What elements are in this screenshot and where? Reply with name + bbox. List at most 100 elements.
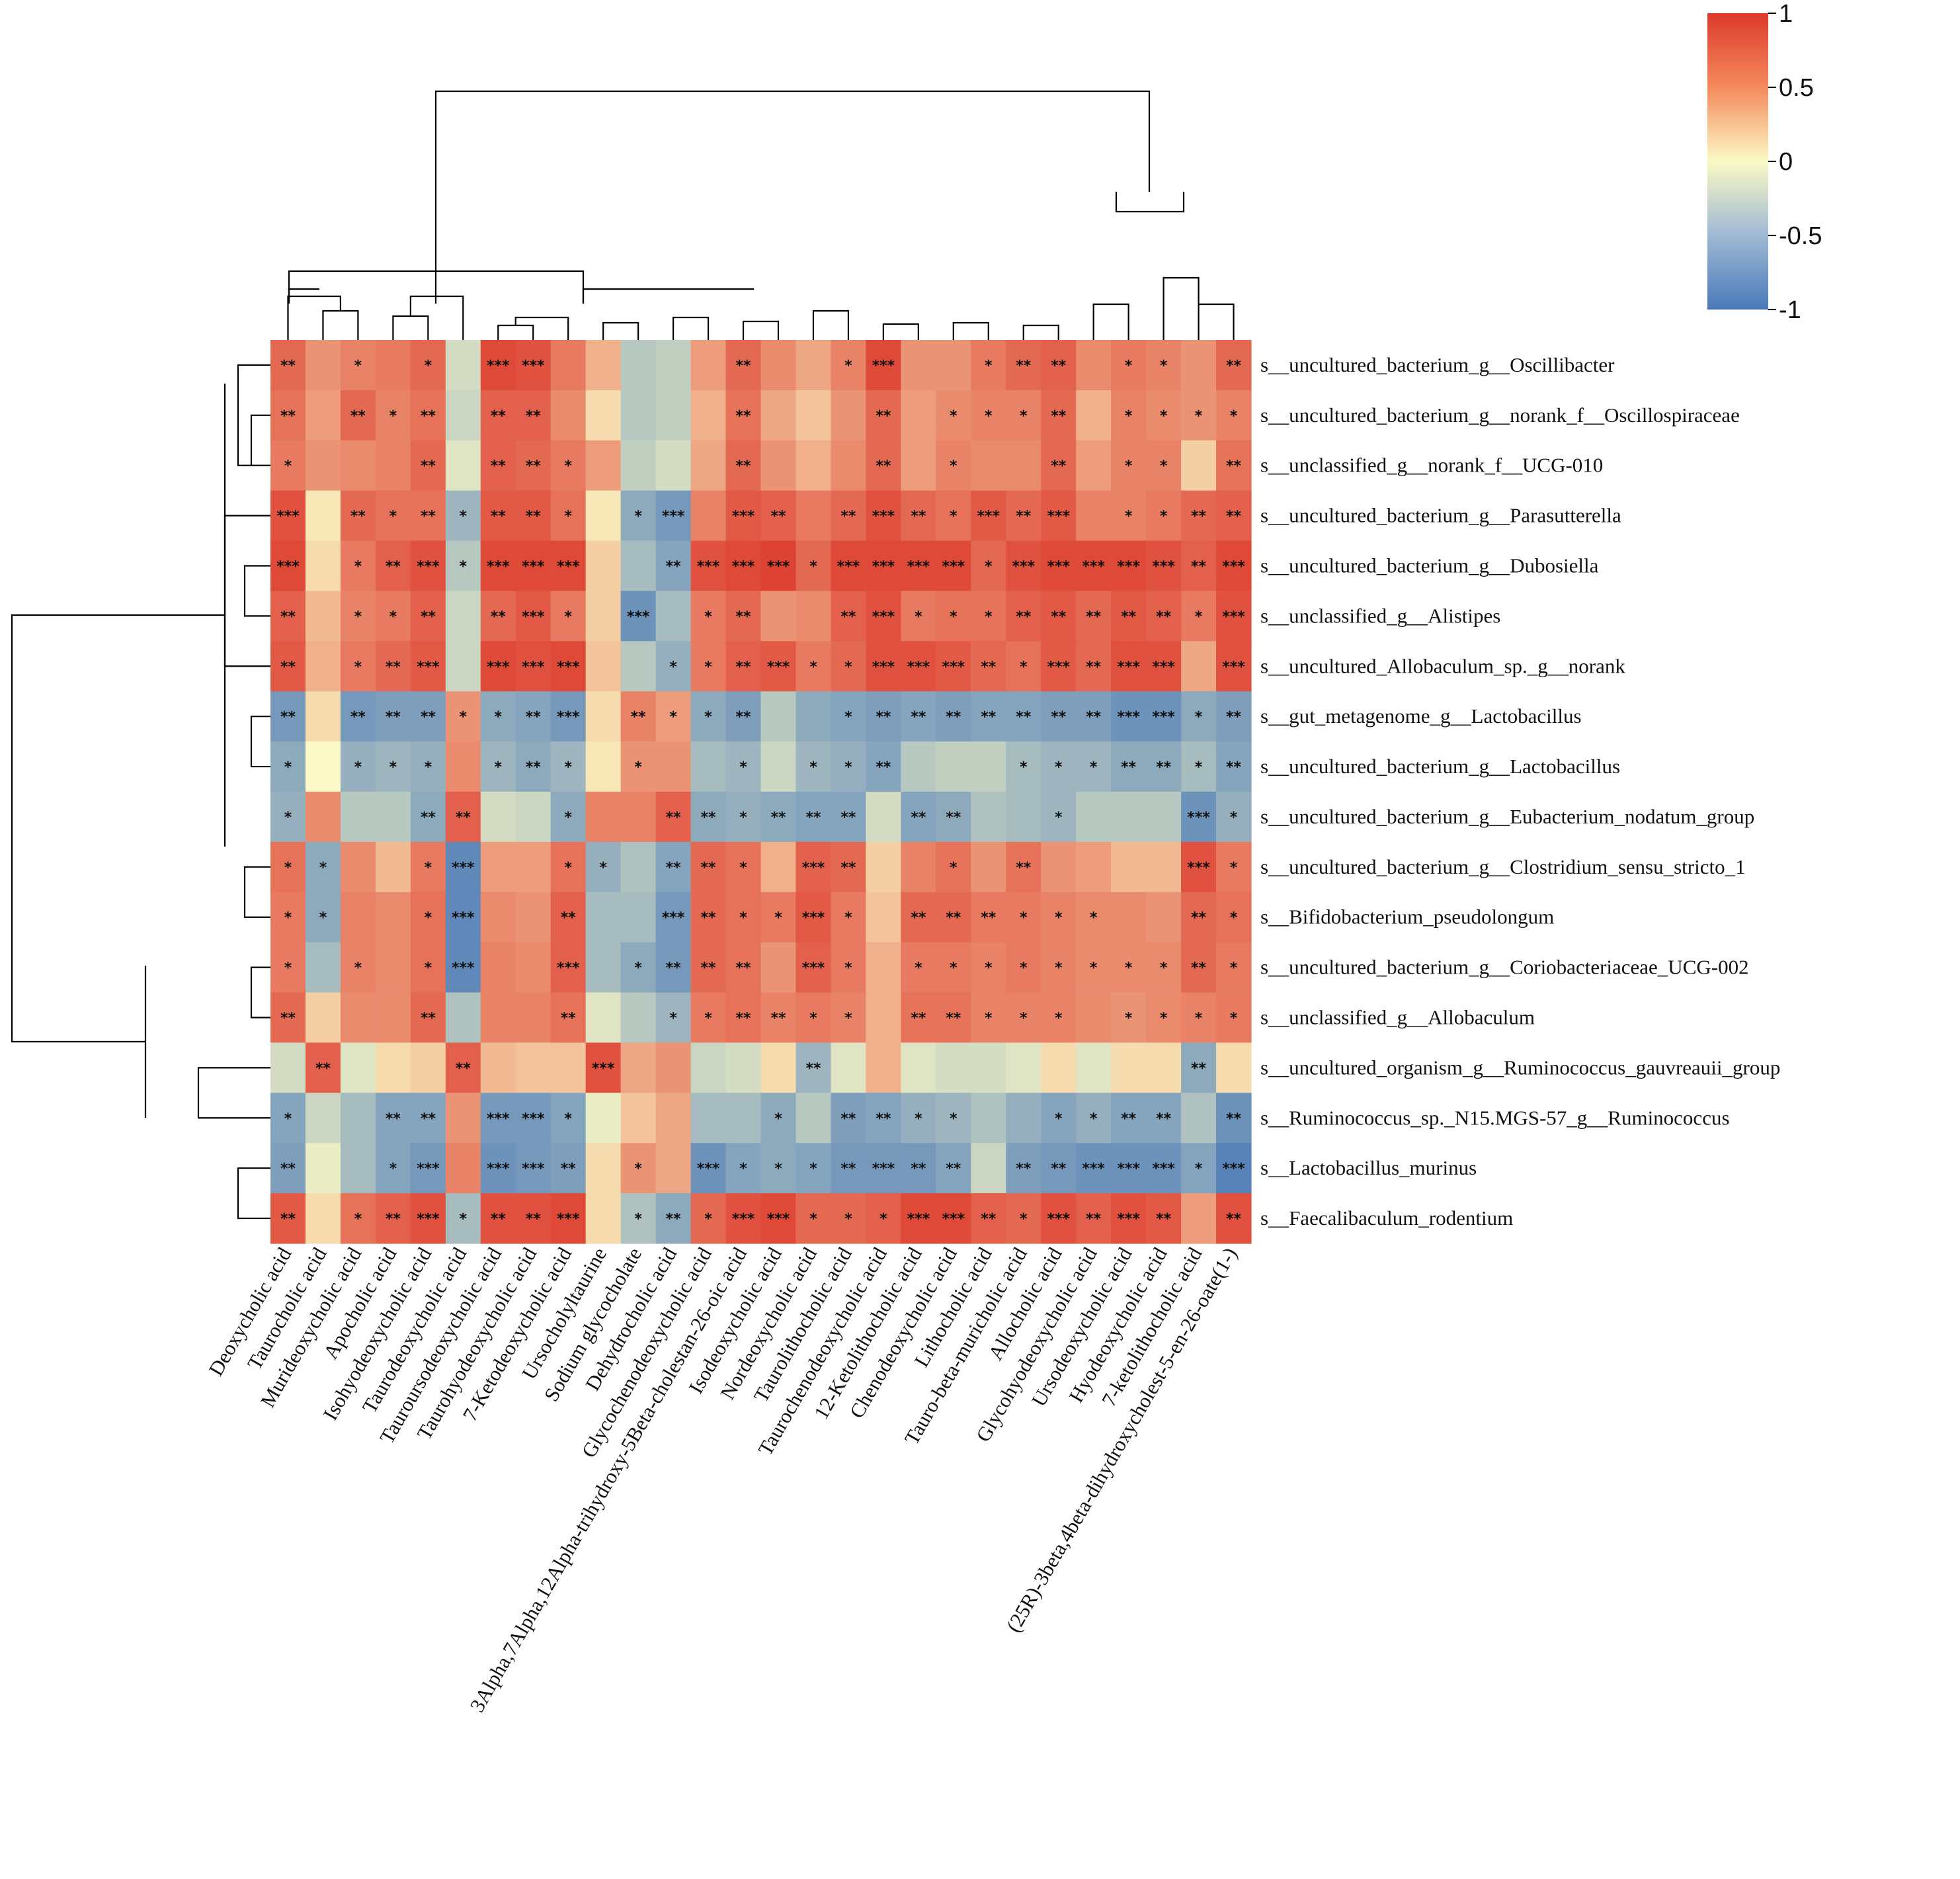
heatmap-cell: [725, 390, 762, 441]
heatmap-cell: [760, 340, 797, 391]
significance-mark: ***: [557, 709, 580, 726]
heatmap-cell: [1146, 841, 1182, 893]
significance-mark: *: [1020, 408, 1028, 425]
significance-mark: ***: [837, 559, 860, 575]
heatmap-cell: [1006, 390, 1041, 441]
significance-mark: *: [389, 608, 397, 625]
significance-mark: ***: [522, 358, 545, 374]
heatmap-cell: [550, 841, 587, 893]
significance-mark: **: [840, 1110, 856, 1127]
heatmap-cell: [1216, 1143, 1252, 1194]
row-dendro-branch: [224, 515, 270, 667]
heatmap-cell: [445, 1042, 481, 1093]
significance-mark: **: [1086, 1211, 1102, 1228]
heatmap-cell: [1146, 641, 1182, 692]
heatmap-cell: [445, 691, 481, 742]
heatmap-cell: [340, 691, 376, 742]
significance-mark: **: [1156, 1211, 1172, 1228]
heatmap-cell: [480, 792, 516, 843]
heatmap-cell: [655, 1143, 692, 1194]
row-dendro-branch: [197, 1067, 270, 1119]
significance-mark: *: [809, 559, 817, 575]
significance-mark: *: [1125, 1011, 1133, 1027]
heatmap-cell: [340, 340, 376, 391]
heatmap-cell: [305, 1143, 341, 1194]
significance-mark: *: [284, 860, 292, 876]
significance-mark: *: [460, 709, 468, 726]
heatmap-cell: [340, 490, 376, 542]
significance-mark: **: [1051, 408, 1067, 425]
heatmap-cell: [340, 992, 376, 1044]
heatmap-cell: [620, 540, 657, 592]
heatmap-cell: [375, 792, 411, 843]
heatmap-cell: [375, 1193, 411, 1244]
heatmap-cell: [760, 641, 797, 692]
heatmap-cell: [796, 591, 832, 642]
significance-mark: **: [561, 1161, 577, 1177]
heatmap-cell: [796, 741, 832, 792]
heatmap-cell: [866, 942, 901, 993]
heatmap-cell: [410, 641, 446, 692]
significance-mark: ***: [732, 509, 755, 525]
significance-mark: *: [389, 759, 397, 776]
heatmap-cell: [1216, 340, 1252, 391]
heatmap-cell: [760, 691, 797, 742]
heatmap-cell: [1006, 741, 1041, 792]
significance-mark: *: [634, 960, 642, 977]
heatmap-cell: [305, 390, 341, 441]
significance-mark: **: [1226, 709, 1242, 726]
heatmap-cell: [445, 841, 481, 893]
significance-mark: **: [386, 1211, 401, 1228]
heatmap-cell: [901, 892, 936, 943]
heatmap-cell: [340, 641, 376, 692]
heatmap-cell: [725, 1193, 762, 1244]
col-dendro-branch: [742, 320, 780, 340]
significance-mark: ***: [872, 1161, 895, 1177]
significance-mark: *: [284, 458, 292, 475]
heatmap-cell: [1146, 691, 1182, 742]
heatmap-cell: [725, 691, 762, 742]
heatmap-cell: [971, 841, 1006, 893]
significance-mark: *: [1160, 509, 1168, 525]
heatmap-cell: [796, 1093, 832, 1144]
row-label: s__Ruminococcus_sp._N15.MGS-57_g__Rumino…: [1260, 1106, 1730, 1129]
heatmap-cell: [866, 641, 901, 692]
significance-mark: ***: [417, 1161, 440, 1177]
significance-mark: **: [1156, 608, 1172, 625]
heatmap-cell: [1216, 591, 1252, 642]
significance-mark: ***: [417, 1211, 440, 1228]
heatmap-cell: [760, 1193, 797, 1244]
significance-mark: *: [1125, 358, 1133, 374]
significance-mark: ***: [697, 1161, 720, 1177]
heatmap-cell: [340, 1193, 376, 1244]
significance-mark: ***: [522, 559, 545, 575]
heatmap-cell: [480, 1193, 516, 1244]
significance-mark: **: [1226, 759, 1242, 776]
heatmap-cell: [1041, 792, 1077, 843]
significance-mark: *: [704, 709, 712, 726]
heatmap-cell: [831, 340, 866, 391]
significance-mark: *: [915, 608, 922, 625]
heatmap-cell: [445, 490, 481, 542]
heatmap-cell: [1006, 841, 1041, 893]
significance-mark: *: [1090, 960, 1098, 977]
heatmap-cell: [445, 1093, 481, 1144]
significance-mark: ***: [1222, 1161, 1245, 1177]
significance-mark: *: [495, 759, 503, 776]
heatmap-cell: [1041, 340, 1077, 391]
significance-mark: **: [981, 1211, 997, 1228]
significance-mark: *: [284, 759, 292, 776]
heatmap-cell: [796, 942, 832, 993]
significance-mark: **: [911, 910, 926, 927]
heatmap-cell: [1146, 1193, 1182, 1244]
significance-mark: ***: [1117, 709, 1140, 726]
row-dendro-branch: [237, 1167, 270, 1220]
heatmap-cell: [270, 792, 306, 843]
heatmap-cell: [1111, 1143, 1147, 1194]
significance-mark: *: [460, 509, 468, 525]
significance-mark: *: [915, 1110, 922, 1127]
significance-mark: *: [425, 860, 432, 876]
heatmap-cell: [936, 540, 971, 592]
heatmap-cell: [760, 741, 797, 792]
